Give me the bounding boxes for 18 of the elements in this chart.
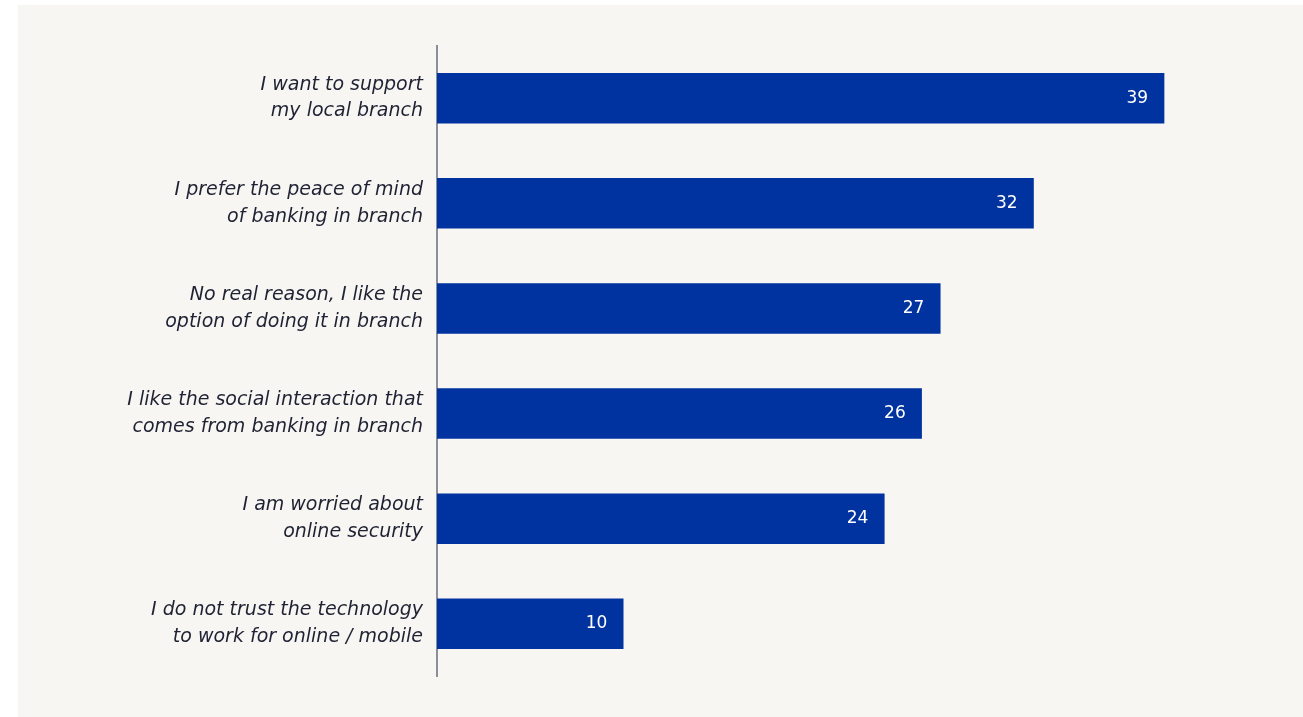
bar bbox=[437, 493, 885, 544]
y-tick-label: I want to support my local branch bbox=[260, 71, 425, 121]
y-tick-label: I prefer the peace of mind of banking in branch bbox=[174, 176, 424, 226]
data-label: 24 bbox=[846, 507, 869, 528]
bar bbox=[437, 178, 1034, 229]
data-label: 39 bbox=[1126, 86, 1149, 107]
bar bbox=[437, 283, 941, 334]
bar bbox=[437, 388, 922, 439]
data-label: 32 bbox=[995, 191, 1018, 212]
bar bbox=[437, 598, 624, 650]
y-tick-label: No real reason, I like the option of doing it in branch bbox=[165, 282, 423, 331]
y-tick-label: I do not trust the technology to work for online / mobile bbox=[151, 597, 424, 647]
data-label: 10 bbox=[585, 612, 608, 633]
data-label: 26 bbox=[884, 401, 906, 422]
bar bbox=[437, 72, 1165, 124]
y-tick-label: I am worried about online security bbox=[242, 492, 425, 541]
y-tick-label: I like the social interaction that comes from banking in branch bbox=[127, 387, 425, 436]
data-label: 27 bbox=[902, 296, 925, 317]
